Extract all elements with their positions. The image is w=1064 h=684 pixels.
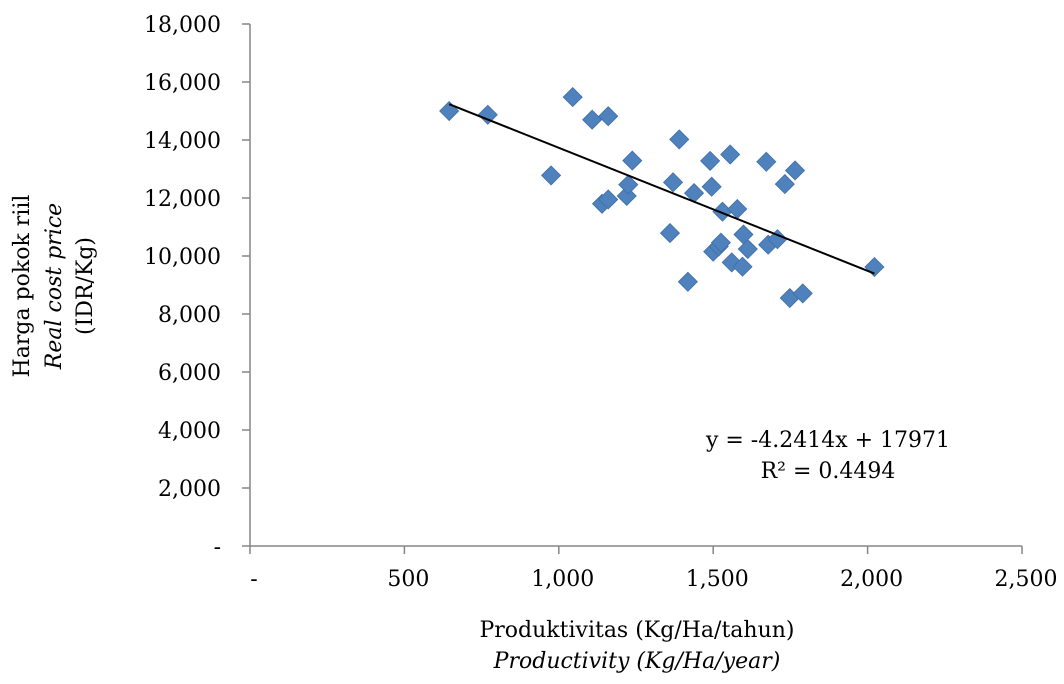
data-point xyxy=(767,229,788,250)
data-point xyxy=(700,150,721,171)
trendline-group xyxy=(448,103,875,275)
data-point xyxy=(598,189,619,210)
y-tick-label: 14,000 xyxy=(144,129,221,154)
data-point xyxy=(784,160,806,181)
data-point xyxy=(712,201,733,222)
data-point xyxy=(677,271,698,292)
data-point xyxy=(669,129,690,150)
data-point xyxy=(618,174,639,195)
trendline-r-squared: R² = 0.4494 xyxy=(761,459,896,484)
data-point xyxy=(582,109,603,130)
data-point xyxy=(720,144,741,165)
data-point xyxy=(864,256,885,278)
trendline xyxy=(448,103,875,275)
data-point xyxy=(662,172,684,193)
y-tick-label: 6,000 xyxy=(158,361,221,386)
data-point xyxy=(710,232,731,253)
data-point xyxy=(622,150,643,171)
y-tick-label: 10,000 xyxy=(144,245,221,270)
y-tick-label: 8,000 xyxy=(158,303,221,328)
y-tick-label: 4,000 xyxy=(158,419,221,444)
data-point xyxy=(756,151,777,172)
data-point xyxy=(477,104,498,125)
y-tick-label: 16,000 xyxy=(144,71,221,96)
data-point xyxy=(541,165,562,186)
x-tick-label: 1,000 xyxy=(531,567,594,592)
y-axis-unit: (IDR/Kg) xyxy=(73,237,98,335)
y-axis-label: Harga pokok riil xyxy=(10,195,35,378)
data-point xyxy=(562,87,583,108)
y-tick-label: 12,000 xyxy=(144,187,221,212)
data-point xyxy=(737,238,758,260)
axes xyxy=(249,24,1022,547)
data-point xyxy=(598,106,619,127)
x-tick-label: 500 xyxy=(387,567,429,592)
y-tick-label: - xyxy=(214,535,221,560)
data-point xyxy=(701,176,722,197)
x-axis-label-english: Productivity (Kg/Ha/year) xyxy=(493,649,781,674)
y-axis-ticks: - 2,000 4,000 6,000 8,000 10,000 12,000 14,000 1… xyxy=(144,13,250,560)
x-tick-label: 1,500 xyxy=(686,567,749,592)
y-tick-label: 18,000 xyxy=(144,13,221,38)
data-point xyxy=(659,223,681,244)
data-points xyxy=(439,87,885,309)
y-axis-label-english: Real cost price xyxy=(42,203,67,370)
x-tick-label: - xyxy=(250,567,257,592)
data-point xyxy=(732,256,753,277)
x-axis-label: Produktivitas (Kg/Ha/tahun) xyxy=(479,618,794,643)
y-tick-label: 2,000 xyxy=(158,477,221,502)
x-tick-label: 2,500 xyxy=(995,567,1058,592)
data-point xyxy=(733,224,754,245)
x-tick-label: 2,000 xyxy=(840,567,903,592)
x-axis-ticks: - 500 1,000 1,500 2,000 2,500 xyxy=(249,546,1058,592)
data-point xyxy=(774,174,795,195)
data-point xyxy=(792,283,813,304)
trendline-equation: y = -4.2414x + 17971 xyxy=(705,428,950,453)
